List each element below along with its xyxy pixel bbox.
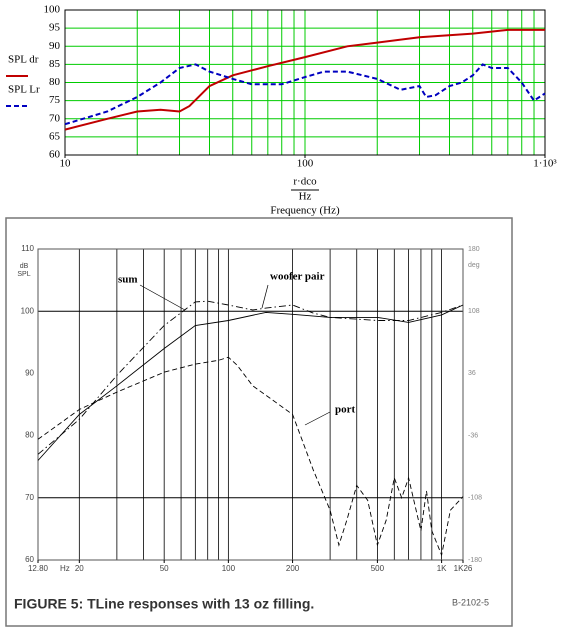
y-tick-label: 80	[25, 431, 34, 440]
annotation-leader	[261, 284, 269, 309]
x-tick-label: 1K26	[454, 564, 473, 573]
y-tick-label: 60	[25, 555, 34, 564]
y2-tick-label: 108	[468, 308, 480, 315]
y-tick-label: 70	[25, 493, 34, 502]
y-tick-label: 75	[49, 94, 61, 106]
annotation-leader	[139, 284, 186, 311]
y-tick-label: 100	[44, 4, 61, 16]
x-tick-label: 100	[297, 158, 314, 170]
y-tick-label: 90	[49, 40, 61, 52]
y-tick-label: 85	[49, 58, 61, 70]
y-tick-label: 100	[21, 306, 35, 315]
x-tick-label: 1K	[437, 564, 447, 573]
figure-frame	[5, 217, 513, 627]
x-axis-label: Hz	[299, 191, 312, 203]
x-tick-label: 20	[75, 564, 84, 573]
series-line	[64, 28, 545, 131]
y-tick-label: 60	[49, 149, 61, 161]
x-axis-label: Frequency (Hz)	[270, 205, 340, 217]
y-tick-label: 110	[21, 244, 34, 253]
plot-frame	[37, 248, 464, 561]
y-tick-label: 65	[49, 130, 61, 142]
y-tick-label: 80	[49, 76, 61, 88]
x-tick-label: 12.80	[28, 564, 49, 573]
x-tick-label: 1·10³	[533, 158, 557, 170]
x-tick-label: 100	[222, 564, 236, 573]
y2-axis-label: deg	[468, 262, 480, 269]
series-line	[37, 300, 464, 455]
x-tick-label: 10	[60, 158, 72, 170]
x-tick-label: 50	[160, 564, 169, 573]
y2-tick-label: 180	[468, 246, 480, 253]
series-annotation: woofer pair	[270, 271, 325, 283]
x-tick-label: 500	[371, 564, 385, 573]
y2-tick-label: -36	[468, 432, 478, 439]
series-annotation: port	[335, 404, 356, 416]
y2-tick-label: -180	[468, 557, 482, 564]
y-tick-label: 90	[25, 369, 34, 378]
x-axis-label: r·dco	[293, 176, 317, 188]
series-line	[64, 63, 546, 126]
legend-label: SPL Lr	[8, 84, 40, 96]
figure-code: B-2102-5	[452, 597, 489, 607]
y2-tick-label: -108	[468, 495, 482, 502]
annotation-leader	[304, 411, 331, 426]
series-annotation: sum	[118, 274, 138, 286]
y-axis-label: SPL	[17, 271, 30, 278]
caption: FIGURE 5: TLine responses with 13 oz fil…	[14, 596, 314, 612]
legend-label: SPL dr	[8, 54, 39, 66]
series-line	[37, 356, 464, 557]
x-tick-label: 200	[286, 564, 300, 573]
y2-tick-label: 36	[468, 370, 476, 377]
y-tick-label: 95	[49, 22, 61, 34]
y-tick-label: 70	[49, 112, 61, 124]
series-line	[37, 304, 464, 461]
x-unit-label: Hz	[60, 564, 70, 573]
y-axis-label: dB	[20, 263, 29, 270]
